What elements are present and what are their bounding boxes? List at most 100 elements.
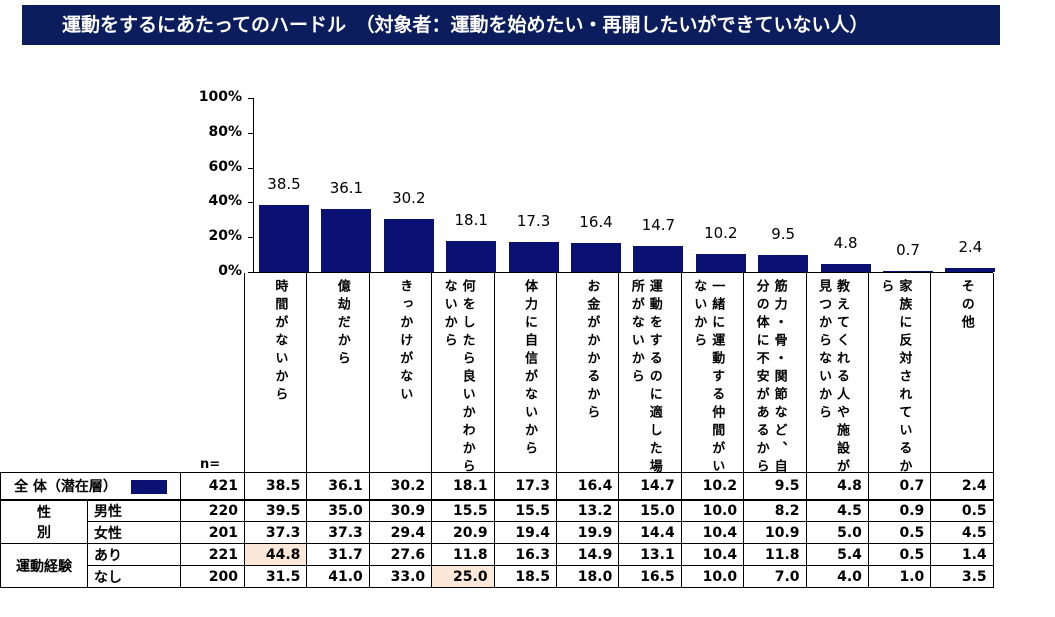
bar	[820, 263, 871, 272]
table-cell: 0.9	[867, 499, 932, 522]
data-label: 36.1	[329, 179, 364, 198]
y-axis	[253, 98, 254, 273]
table-cell: 17.3	[493, 472, 557, 501]
legend-swatch	[130, 479, 167, 494]
bar	[321, 209, 372, 272]
table-cell: 18.0	[555, 565, 620, 588]
category-column: きっかけがない	[368, 273, 431, 473]
category-column: 一緒に運動する仲間がいないから	[680, 273, 743, 477]
category-label: 何をしたら良いかわからないから	[441, 279, 475, 477]
data-table: 全 体（潜在層） 421 38.5 36.1 30.2 18.1 17.3 16.4 14.7 1…	[0, 472, 994, 588]
category-label: お金がかかるから	[584, 279, 600, 423]
data-label: 14.7	[641, 216, 676, 235]
category-label: 家族に反対されているから	[878, 279, 912, 477]
data-label: 38.5	[267, 175, 301, 193]
table-cell: 25.0	[431, 565, 495, 588]
table-cell: 10.4	[680, 543, 745, 566]
table-cell: 0.7	[867, 472, 932, 501]
table-row: 女性 201 37.3 37.3 29.4 20.9 19.4 19.9 14.4 10.4 10.…	[1, 521, 994, 544]
bar	[883, 270, 933, 272]
table-cell: 13.2	[555, 499, 620, 522]
table-cell: 16.3	[493, 543, 557, 566]
y-tick	[248, 132, 253, 134]
table-cell: 29.4	[368, 521, 433, 544]
data-label: 18.1	[454, 210, 488, 229]
category-label: 教えてくれる人や施設が見つからないから	[815, 279, 849, 477]
table-cell: 5.4	[805, 543, 869, 566]
category-column: 何をしたら良いかわからないから	[431, 273, 493, 477]
table-cell: 13.1	[618, 543, 682, 566]
data-label: 2.4	[958, 237, 983, 256]
category-label: 筋力・骨・関節など、自分の体に不安があるから	[753, 279, 787, 477]
bar	[383, 219, 434, 272]
table-row: 運動経験 あり 221 44.8 31.7 27.6 11.8 16.3 14.9 13.1 10.…	[0, 543, 994, 588]
category-column: 運動をするのに適した場所がないから	[618, 273, 680, 477]
table-cell: 41.0	[306, 565, 370, 588]
table-cell: 10.2	[680, 472, 745, 501]
table-cell: 4.5	[805, 499, 869, 522]
table-cell: 9.5	[743, 472, 807, 501]
row-label: あり	[87, 543, 181, 566]
data-label: 4.8	[833, 233, 858, 252]
table-cell: 30.9	[368, 499, 433, 522]
category-label: 一緒に運動する仲間がいないから	[691, 279, 725, 477]
sample-size: 220	[180, 499, 245, 522]
table-cell: 18.1	[431, 472, 495, 501]
category-column: お金がかかるから	[556, 273, 618, 473]
table-cell: 0.5	[930, 499, 994, 522]
data-label: 17.3	[516, 211, 551, 230]
table-cell: 14.7	[618, 472, 682, 501]
data-label: 0.7	[896, 240, 920, 259]
sample-size: 200	[180, 565, 245, 588]
table-cell: 0.5	[867, 543, 932, 566]
table-cell: 1.0	[867, 565, 932, 588]
data-label: 30.2	[392, 189, 426, 208]
table-cell: 44.8	[243, 543, 308, 566]
table-cell: 31.5	[243, 565, 308, 588]
row-group-label: 運動経験	[0, 543, 88, 588]
table-cell: 15.5	[431, 499, 495, 522]
table-cell: 27.6	[368, 543, 433, 566]
table-cell: 7.0	[743, 565, 807, 588]
row-label: 女性	[87, 521, 181, 544]
y-tick-label: 40%	[208, 193, 242, 210]
table-cell: 19.9	[555, 521, 620, 544]
bar	[446, 240, 497, 272]
table-cell: 10.9	[743, 521, 807, 544]
y-tick	[248, 98, 253, 99]
bar	[633, 246, 684, 272]
y-tick-label: 100%	[198, 89, 242, 105]
table-cell: 3.5	[930, 565, 994, 588]
bar	[695, 254, 746, 272]
table-cell: 37.3	[243, 521, 308, 544]
table-cell: 4.5	[930, 521, 994, 544]
category-column: 教えてくれる人や施設が見つからないから	[805, 273, 868, 477]
bar	[259, 205, 309, 272]
row-group-label: 性 別	[0, 499, 88, 544]
row-label: なし	[87, 565, 181, 588]
row-label: 男性	[87, 499, 181, 522]
table-cell: 19.4	[493, 521, 557, 544]
table-cell: 1.4	[930, 543, 994, 566]
table-cell: 33.0	[368, 565, 433, 588]
table-cell: 4.0	[805, 565, 869, 588]
table-cell: 11.8	[431, 543, 495, 566]
x-axis	[253, 272, 993, 273]
data-label: 9.5	[771, 225, 796, 244]
row-group-label: 全 体（潜在層）	[0, 472, 181, 501]
table-cell: 8.2	[743, 499, 807, 522]
sample-size: 421	[180, 472, 245, 501]
table-cell: 31.7	[306, 543, 370, 566]
table-cell: 10.0	[680, 565, 745, 588]
bar	[945, 267, 996, 272]
table-cell: 0.5	[867, 521, 932, 544]
table-cell: 30.2	[368, 472, 433, 501]
table-cell: 35.0	[306, 499, 370, 522]
y-tick	[248, 167, 253, 169]
category-column: 億劫だから	[306, 273, 368, 473]
table-cell: 4.8	[805, 472, 869, 501]
table-cell: 18.5	[493, 565, 557, 588]
category-column: 時間がないから	[244, 273, 306, 473]
y-tick	[248, 272, 253, 273]
table-cell: 39.5	[243, 499, 308, 522]
